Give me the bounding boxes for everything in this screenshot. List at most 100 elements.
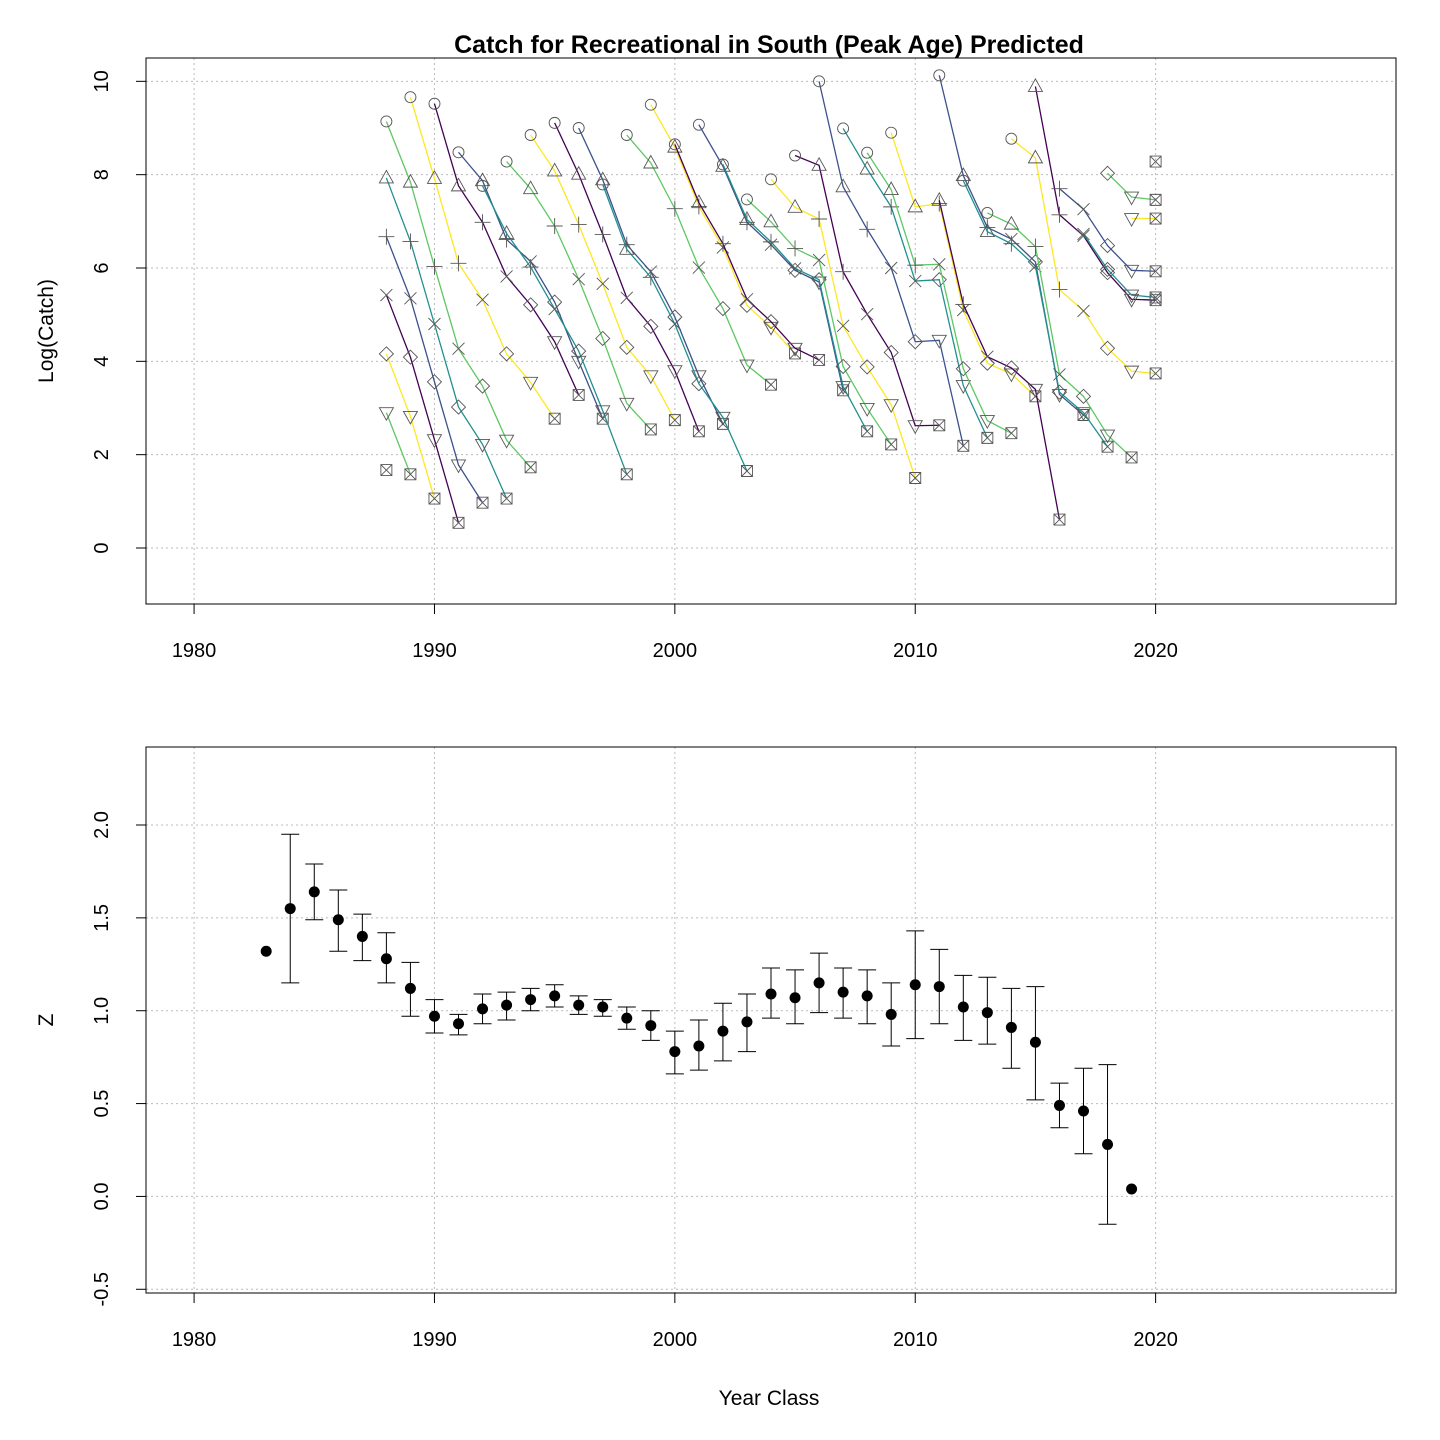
cross-marker bbox=[692, 261, 706, 274]
circle-marker bbox=[933, 69, 946, 82]
triangle-down-marker bbox=[498, 434, 515, 449]
triangle-down-marker bbox=[667, 365, 683, 380]
square-cross-marker bbox=[572, 388, 585, 401]
cross-marker bbox=[572, 272, 586, 286]
cross-marker bbox=[740, 292, 754, 306]
circle-marker bbox=[765, 173, 777, 186]
z-estimate bbox=[834, 967, 853, 1019]
y-tick-label: 8 bbox=[91, 169, 113, 180]
triangle-down-marker bbox=[1075, 407, 1092, 422]
triangle-up-marker bbox=[522, 180, 539, 195]
catch-curve bbox=[378, 228, 489, 509]
plus-marker bbox=[522, 259, 539, 276]
z-point bbox=[573, 999, 585, 1011]
catch-curve bbox=[1077, 227, 1162, 304]
triangle-up-marker bbox=[402, 173, 419, 188]
triangle-down-marker bbox=[426, 434, 443, 449]
catch-curve bbox=[716, 158, 874, 438]
z-point bbox=[765, 988, 777, 1000]
square-cross-marker bbox=[885, 438, 898, 451]
catch-panel-x-axis: 1980 1990 2000 2010 2020 bbox=[172, 603, 1178, 662]
triangle-down-marker bbox=[1099, 429, 1116, 444]
y-tick-label: 6 bbox=[91, 262, 113, 273]
y-tick-label: 10 bbox=[91, 70, 113, 92]
catch-curve bbox=[620, 129, 777, 391]
z-estimate bbox=[978, 976, 997, 1045]
circle-marker bbox=[813, 75, 826, 88]
circle-marker bbox=[885, 126, 898, 139]
triangle-up-marker bbox=[979, 223, 996, 238]
z-point bbox=[549, 990, 561, 1002]
z-point bbox=[933, 981, 945, 993]
cross-marker bbox=[981, 350, 994, 363]
cross-marker bbox=[908, 274, 922, 288]
triangle-down-marker bbox=[1027, 383, 1044, 398]
z-panel: 1980 1990 2000 2010 2020 -0.5 0.0 0.5 1.0 1.5 2.0… bbox=[35, 746, 1397, 1410]
z-estimate bbox=[689, 1019, 708, 1071]
plus-marker bbox=[931, 195, 948, 212]
plus-marker bbox=[666, 200, 683, 217]
diamond-marker bbox=[474, 378, 491, 394]
z-estimate bbox=[425, 999, 444, 1034]
z-point bbox=[981, 1007, 993, 1019]
catch-curve bbox=[861, 146, 1018, 440]
circle-marker bbox=[668, 138, 681, 151]
z-estimate bbox=[449, 1013, 468, 1036]
circle-marker bbox=[548, 116, 561, 129]
catch-curve bbox=[1051, 180, 1162, 279]
z-point bbox=[477, 1003, 489, 1015]
square-cross-marker bbox=[1053, 513, 1066, 526]
square-cross-marker bbox=[909, 472, 922, 484]
z-panel-series bbox=[260, 833, 1138, 1225]
circle-marker bbox=[716, 158, 729, 171]
catch-curve-line bbox=[1082, 233, 1156, 299]
square-cross-marker bbox=[500, 492, 513, 505]
z-point bbox=[332, 914, 344, 926]
triangle-down-marker bbox=[907, 420, 923, 435]
z-estimate bbox=[882, 982, 901, 1047]
y-tick-label: 0 bbox=[91, 542, 113, 553]
z-estimate bbox=[593, 999, 612, 1017]
diamond-marker bbox=[835, 358, 851, 375]
z-estimate bbox=[665, 1030, 684, 1075]
z-point bbox=[621, 1012, 633, 1024]
catch-curve bbox=[1149, 155, 1162, 168]
z-estimate bbox=[545, 984, 564, 1008]
triangle-down-marker bbox=[979, 415, 996, 430]
z-point bbox=[837, 986, 849, 998]
z-estimate bbox=[329, 889, 348, 952]
z-point bbox=[260, 945, 272, 957]
triangle-up-marker bbox=[1027, 78, 1044, 92]
triangle-up-marker bbox=[859, 160, 875, 175]
square-cross-marker bbox=[1149, 265, 1162, 278]
x-tick-label: 1980 bbox=[172, 640, 217, 662]
z-panel-x-axis: 1980 1990 2000 2010 2020 bbox=[172, 1292, 1178, 1351]
diamond-marker bbox=[1099, 340, 1116, 356]
triangle-down-marker bbox=[691, 370, 707, 385]
catch-curve bbox=[476, 179, 633, 481]
circle-marker bbox=[692, 118, 705, 131]
z-point bbox=[1053, 1099, 1065, 1111]
circle-marker bbox=[861, 146, 874, 159]
y-tick-label: 2.0 bbox=[91, 811, 113, 839]
catch-curve bbox=[596, 178, 753, 477]
square-cross-marker bbox=[813, 353, 826, 366]
plus-marker bbox=[835, 263, 852, 280]
triangle-down-marker bbox=[739, 359, 755, 374]
z-estimate bbox=[353, 913, 372, 962]
z-estimate bbox=[1002, 987, 1021, 1069]
triangle-up-marker bbox=[691, 194, 707, 209]
cross-marker bbox=[620, 291, 634, 305]
square-cross-marker bbox=[428, 492, 441, 505]
catch-curve bbox=[500, 155, 657, 436]
x-tick-label: 2000 bbox=[653, 1329, 698, 1351]
plus-marker bbox=[426, 258, 443, 275]
square-cross-marker bbox=[933, 419, 946, 432]
triangle-up-marker bbox=[835, 178, 851, 193]
y-tick-label: 4 bbox=[91, 356, 113, 367]
z-point bbox=[284, 903, 296, 915]
plus-marker bbox=[474, 214, 491, 231]
triangle-up-marker bbox=[739, 211, 755, 225]
plus-marker bbox=[570, 216, 587, 233]
